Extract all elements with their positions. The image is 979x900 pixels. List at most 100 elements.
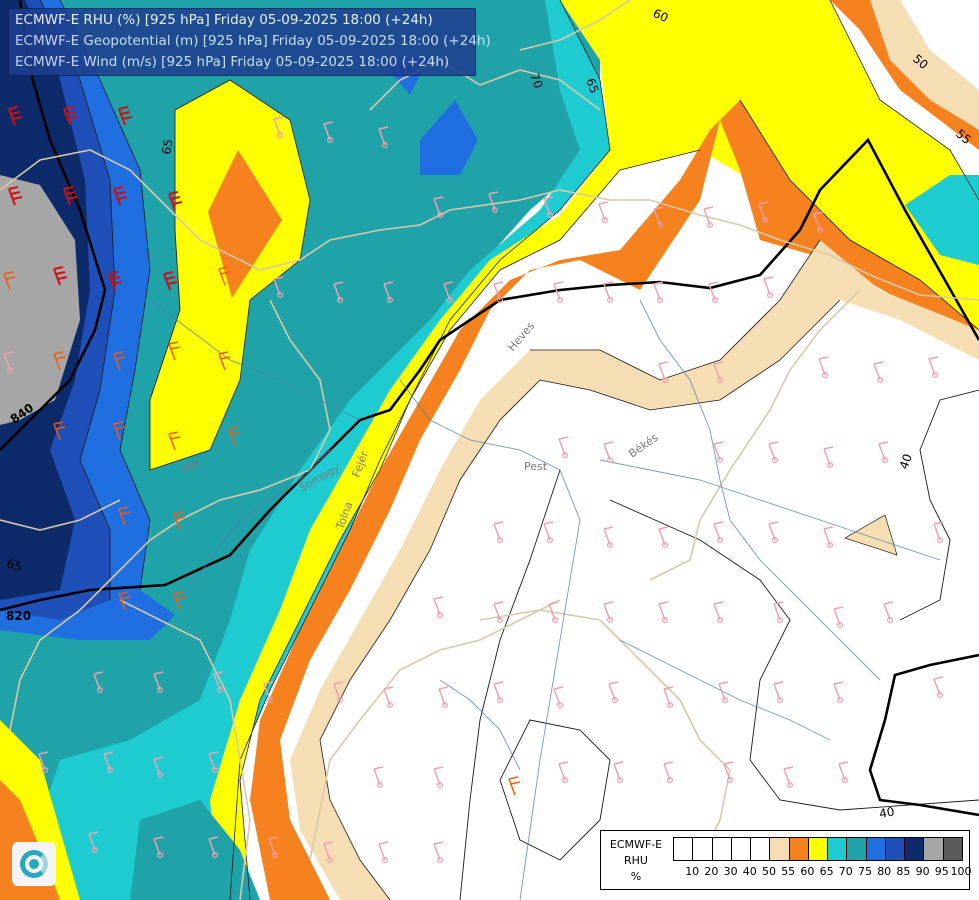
wind-barb-icon (53, 351, 66, 371)
legend-tick-label: 30 (723, 865, 738, 878)
wind-barb-icon (433, 766, 444, 788)
wind-barb-icon (768, 441, 779, 464)
legend-tick-label: 50 (762, 865, 776, 878)
wind-barb-icon (493, 681, 504, 703)
contour-label-70: 70 (527, 71, 545, 90)
legend-tick-label: 100 (950, 865, 972, 878)
wind-barb-icon (153, 836, 164, 858)
geopotential-label-820: 820 (6, 609, 31, 623)
wind-barb-icon (153, 671, 164, 693)
wind-barb-icon (713, 521, 724, 543)
wind-barb-icon (53, 421, 66, 441)
wind-barb-icon (713, 601, 724, 623)
wind-barb-icon (838, 761, 849, 783)
legend-title-variable: RHU (624, 854, 648, 867)
wind-barb-icon (118, 106, 133, 126)
legend-swatch (674, 838, 694, 860)
wind-barb-icon (613, 761, 624, 783)
wind-barb-icon (763, 276, 774, 299)
logo-core (29, 859, 39, 869)
wind-barb-icon (53, 266, 68, 286)
geopotential-east (868, 653, 979, 817)
wind-barb-icon (383, 686, 394, 708)
wind-barb-icon (3, 351, 14, 374)
rh-55-island (844, 514, 898, 556)
wind-barb-icon (543, 196, 554, 219)
wind-barb-icon (113, 421, 126, 441)
wind-barb-icon (723, 761, 734, 783)
contour-label-65: 65 (583, 76, 601, 95)
rh-75-lower (130, 800, 260, 900)
wind-barb-icon (153, 756, 164, 778)
wind-barb-icon (3, 271, 16, 291)
wind-barb-icon (113, 186, 128, 206)
wind-barb-icon (773, 601, 784, 623)
wind-barb-icon (118, 591, 131, 611)
wind-barb-icon (168, 431, 181, 451)
wind-barb-icon (603, 441, 614, 464)
wind-barb-icon (433, 841, 444, 863)
rivers (149, 299, 941, 900)
wind-barb-icon (208, 836, 219, 858)
wind-barb-icon (113, 351, 126, 371)
legend-tick-label: 65 (819, 865, 834, 878)
contour-label-65: 65 (159, 138, 175, 155)
wind-barb-icon (493, 281, 504, 304)
wind-barb-icon (663, 761, 674, 783)
wind-barb-icon (373, 766, 384, 788)
wind-barb-icon (653, 281, 664, 304)
wind-barb-icon (718, 681, 729, 703)
rh-70-region (40, 0, 610, 900)
wind-barb-icon (493, 521, 504, 543)
contour-label-40: 40 (878, 805, 895, 821)
rh-dry-region (320, 300, 979, 900)
wind-barb-icon (773, 681, 784, 703)
contour-label-40: 40 (897, 452, 915, 471)
rh-80-patch (420, 100, 478, 175)
legend-title-unit: % (630, 870, 642, 883)
logo-ring (20, 850, 48, 878)
wind-barb-icon (878, 441, 889, 464)
wind-barb-icon (758, 201, 769, 224)
wind-barb-icon (558, 436, 569, 459)
wind-barb-icon (553, 281, 564, 304)
legend-swatch (693, 838, 713, 860)
wind-barb-icon (928, 356, 939, 379)
legend-swatch (847, 838, 867, 860)
legend-tick-label: 70 (838, 865, 853, 878)
rh-65-region (210, 0, 979, 900)
geopotential-840 (0, 0, 107, 451)
wind-barb-icon (103, 751, 114, 773)
wind-barb-icon (508, 776, 521, 796)
wind-barb-icon (93, 671, 104, 693)
legend-tick-label: 20 (704, 865, 719, 878)
contour-label-65: 65 (5, 556, 23, 573)
legend-swatch (808, 838, 829, 860)
wind-barb-icon (873, 361, 884, 384)
wind-barb-icon (433, 596, 444, 618)
wind-barb-icon (443, 281, 454, 304)
rh-70-patch-right (905, 175, 979, 265)
wind-barb-icon (63, 186, 78, 206)
wind-barb-icon (833, 681, 844, 703)
legend-title: ECMWF-E RHU % (605, 837, 667, 885)
legend-swatch (943, 838, 962, 860)
wind-barb-icon (658, 361, 669, 384)
wind-barb-icon (608, 681, 619, 703)
wind-barb-icon (833, 606, 844, 628)
wind-barb-icon (173, 591, 186, 611)
header-line-rhu: ECMWF-E RHU (%) [925 hPa] Friday 05-09-2… (15, 12, 433, 28)
wind-barb-icon (883, 601, 894, 623)
legend-title-model: ECMWF-E (609, 838, 663, 851)
rh-95-region (0, 175, 80, 425)
wind-barb-icon (493, 601, 504, 623)
wind-barb-icon (118, 506, 131, 526)
legend-tick-label: 60 (800, 865, 815, 878)
wind-barbs (3, 106, 944, 863)
rh-60-pocket (208, 150, 282, 298)
legend-swatch (751, 838, 771, 860)
wind-barb-icon (268, 836, 279, 858)
rh-40-contours (459, 389, 979, 900)
legend-ticks: 10 20 30 40 50 55 60 65 70 75 80 85 90 95 100 (673, 865, 971, 881)
